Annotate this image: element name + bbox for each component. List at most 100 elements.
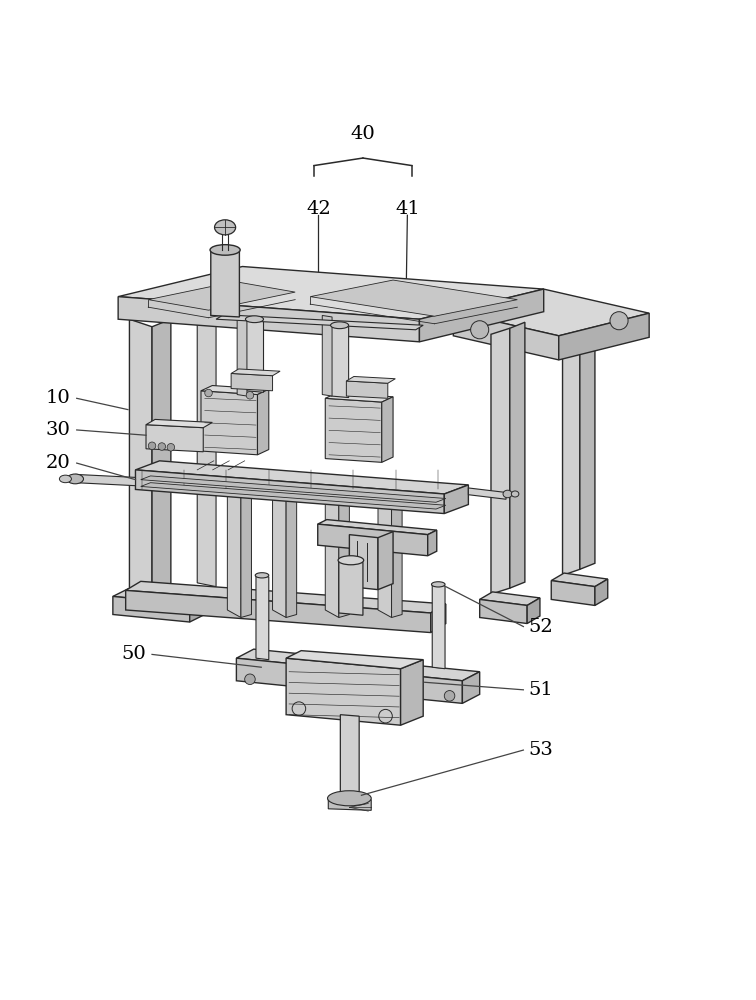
Text: 52: 52 — [528, 618, 553, 636]
Polygon shape — [75, 474, 135, 486]
Polygon shape — [325, 489, 339, 618]
Polygon shape — [551, 573, 608, 587]
Ellipse shape — [210, 245, 240, 255]
Polygon shape — [228, 489, 241, 618]
Polygon shape — [339, 494, 349, 618]
Polygon shape — [346, 381, 388, 398]
Polygon shape — [237, 315, 247, 396]
Circle shape — [245, 674, 256, 685]
Polygon shape — [454, 289, 649, 336]
Ellipse shape — [246, 316, 264, 323]
Text: 41: 41 — [395, 200, 420, 218]
Polygon shape — [328, 798, 371, 810]
Ellipse shape — [256, 573, 269, 578]
Polygon shape — [551, 581, 595, 605]
Polygon shape — [339, 560, 363, 615]
Polygon shape — [382, 397, 393, 462]
Polygon shape — [527, 598, 540, 624]
Circle shape — [148, 442, 156, 450]
Circle shape — [167, 444, 175, 451]
Ellipse shape — [67, 474, 83, 484]
Ellipse shape — [215, 220, 236, 235]
Polygon shape — [246, 319, 264, 392]
Polygon shape — [378, 489, 392, 618]
Text: 10: 10 — [46, 389, 70, 407]
Circle shape — [610, 312, 628, 330]
Polygon shape — [135, 461, 469, 494]
Polygon shape — [491, 328, 510, 594]
Polygon shape — [237, 658, 463, 703]
Polygon shape — [480, 592, 540, 605]
Text: 50: 50 — [121, 645, 146, 663]
Polygon shape — [445, 485, 469, 514]
Polygon shape — [310, 280, 517, 316]
Polygon shape — [129, 319, 152, 598]
Polygon shape — [432, 584, 445, 669]
Polygon shape — [135, 470, 445, 514]
Circle shape — [445, 691, 455, 701]
Polygon shape — [463, 672, 480, 703]
Polygon shape — [141, 476, 446, 502]
Polygon shape — [378, 532, 393, 590]
Polygon shape — [152, 319, 171, 598]
Ellipse shape — [432, 582, 445, 587]
Ellipse shape — [327, 791, 371, 806]
Polygon shape — [201, 391, 258, 455]
Polygon shape — [325, 393, 393, 402]
Ellipse shape — [330, 322, 349, 329]
Polygon shape — [190, 596, 205, 622]
Polygon shape — [318, 524, 428, 556]
Polygon shape — [454, 312, 559, 360]
Polygon shape — [216, 315, 423, 330]
Circle shape — [205, 389, 212, 397]
Text: 20: 20 — [46, 454, 70, 472]
Polygon shape — [125, 590, 431, 633]
Polygon shape — [562, 331, 580, 575]
Polygon shape — [201, 386, 269, 395]
Polygon shape — [258, 389, 269, 455]
Ellipse shape — [511, 491, 519, 497]
Polygon shape — [420, 289, 544, 342]
Polygon shape — [401, 660, 423, 725]
Polygon shape — [510, 322, 525, 588]
Polygon shape — [141, 483, 446, 509]
Polygon shape — [331, 325, 349, 398]
Polygon shape — [595, 579, 608, 605]
Polygon shape — [118, 267, 544, 319]
Polygon shape — [146, 419, 212, 428]
Polygon shape — [211, 250, 240, 317]
Polygon shape — [241, 494, 252, 618]
Polygon shape — [197, 312, 216, 587]
Ellipse shape — [503, 490, 512, 498]
Circle shape — [471, 321, 488, 339]
Text: 53: 53 — [528, 741, 553, 759]
Polygon shape — [318, 520, 437, 535]
Polygon shape — [113, 589, 205, 604]
Polygon shape — [148, 282, 295, 310]
Polygon shape — [237, 649, 480, 681]
Polygon shape — [580, 325, 595, 569]
Polygon shape — [349, 535, 378, 590]
Polygon shape — [469, 488, 506, 499]
Polygon shape — [392, 494, 402, 618]
Polygon shape — [325, 398, 382, 462]
Polygon shape — [480, 599, 527, 624]
Circle shape — [158, 443, 166, 450]
Circle shape — [246, 392, 254, 399]
Text: 42: 42 — [306, 200, 331, 218]
Polygon shape — [286, 651, 423, 669]
Polygon shape — [146, 425, 203, 452]
Polygon shape — [118, 297, 420, 342]
Polygon shape — [346, 376, 395, 383]
Polygon shape — [286, 494, 296, 618]
Polygon shape — [559, 313, 649, 360]
Polygon shape — [286, 658, 401, 725]
Polygon shape — [322, 315, 332, 396]
Ellipse shape — [338, 556, 364, 565]
Polygon shape — [273, 489, 286, 618]
Polygon shape — [125, 581, 446, 613]
Text: 40: 40 — [351, 125, 375, 143]
Polygon shape — [428, 530, 437, 556]
Text: 30: 30 — [46, 421, 70, 439]
Polygon shape — [231, 373, 273, 391]
